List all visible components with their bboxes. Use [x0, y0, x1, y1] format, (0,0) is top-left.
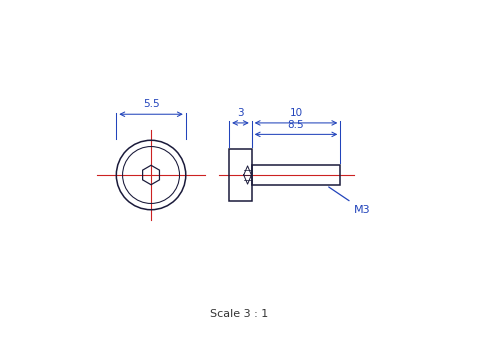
Text: 8.5: 8.5: [288, 120, 304, 130]
Text: 3: 3: [237, 108, 244, 118]
Text: M3: M3: [328, 187, 371, 215]
Text: Scale 3 : 1: Scale 3 : 1: [210, 309, 268, 319]
Text: 10: 10: [290, 108, 302, 118]
Text: 5.5: 5.5: [142, 99, 160, 109]
